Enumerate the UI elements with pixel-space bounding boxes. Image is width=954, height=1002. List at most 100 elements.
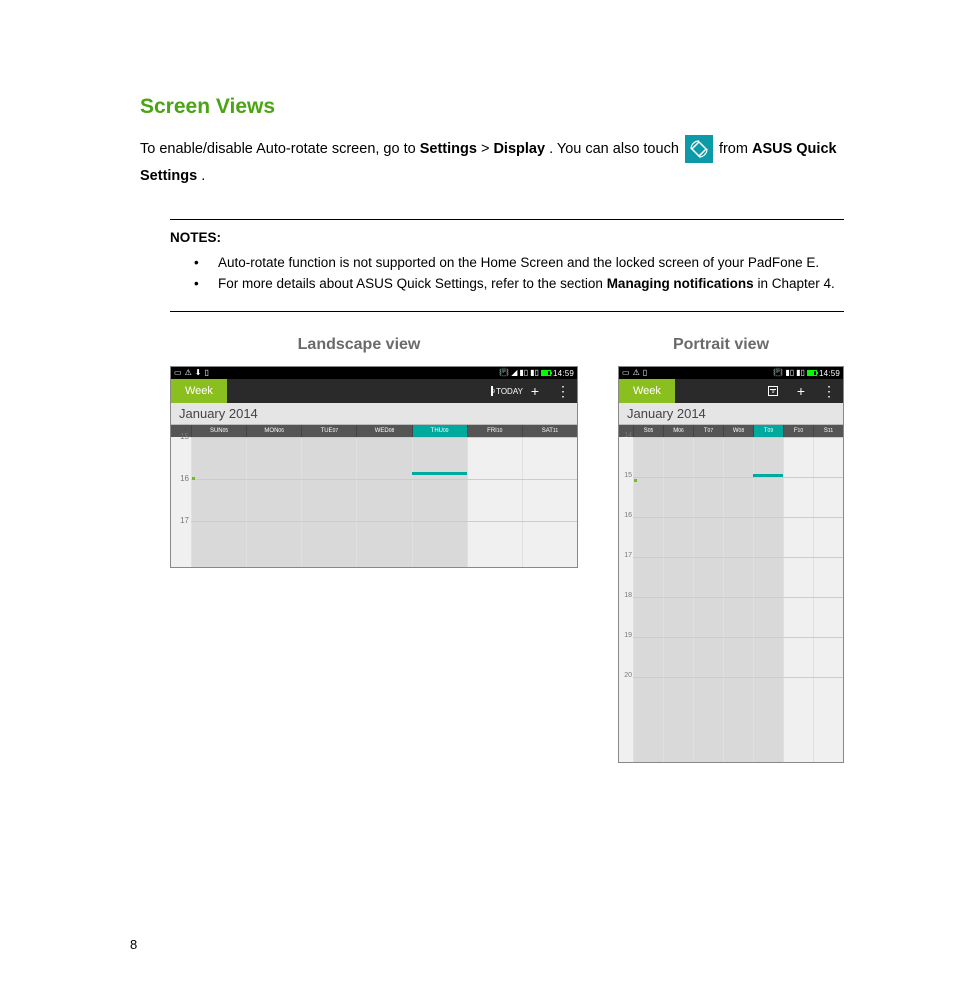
day-header: T09 <box>753 425 783 437</box>
hour-label: 18 <box>620 592 632 599</box>
hour-row: 14 <box>633 437 843 477</box>
days-header: SUN05MON06TUE07WED08THU09FRI10SAT11 <box>171 425 577 437</box>
sd-icon: ▯ <box>643 369 647 377</box>
day-header: F10 <box>783 425 813 437</box>
week-tab[interactable]: Week <box>171 379 227 403</box>
hour-row: 16 <box>633 517 843 557</box>
rotate-icon <box>685 135 713 163</box>
signal-icon: ▮▯ <box>785 369 794 377</box>
day-header: MON06 <box>246 425 301 437</box>
hour-row: 19 <box>633 637 843 677</box>
landscape-title: Landscape view <box>140 336 578 354</box>
page-number: 8 <box>130 937 137 952</box>
current-day-marker <box>412 472 467 475</box>
hour-row: 17 <box>191 521 577 563</box>
day-header: M06 <box>663 425 693 437</box>
notes-box: NOTES: •Auto-rotate function is not supp… <box>170 219 844 312</box>
display-ref: Display <box>493 141 545 157</box>
portrait-screenshot: ▭ ⚠ ▯ 📳 ▮▯ ▮▯ 14:59 Week 9 + ⋮ January 2… <box>618 366 844 763</box>
wifi-icon: ◢ <box>511 369 517 377</box>
download-icon: ⬇ <box>195 369 202 377</box>
calendar-body[interactable]: 14151617181920 <box>619 437 843 762</box>
landscape-col: Landscape view ▭ ⚠ ⬇ ▯ 📳 ◢ ▮▯ ▮▯ 14:59 W… <box>140 336 578 763</box>
day-header: WED08 <box>356 425 411 437</box>
hour-label: 15 <box>620 472 632 479</box>
status-time: 14:59 <box>819 369 840 378</box>
note-bold: Managing notifications <box>607 276 754 291</box>
intro-text: To enable/disable Auto-rotate screen, go… <box>140 141 420 157</box>
note-text: Auto-rotate function is not supported on… <box>218 255 819 270</box>
calendar-icon: 9 <box>491 386 493 396</box>
app-bar: Week 9 TODAY + ⋮ <box>171 379 577 403</box>
note-post: in Chapter 4. <box>754 276 835 291</box>
calendar-icon: 9 <box>768 386 778 396</box>
views-row: Landscape view ▭ ⚠ ⬇ ▯ 📳 ◢ ▮▯ ▮▯ 14:59 W… <box>140 336 844 763</box>
hour-row: 16 <box>191 479 577 521</box>
intro-paragraph: To enable/disable Auto-rotate screen, go… <box>140 135 844 189</box>
landscape-screenshot: ▭ ⚠ ⬇ ▯ 📳 ◢ ▮▯ ▮▯ 14:59 Week 9 TODAY <box>170 366 578 568</box>
signal-icon: ▮▯ <box>796 369 805 377</box>
intro-text2: . You can also touch <box>549 141 683 157</box>
today-label: TODAY <box>496 387 523 396</box>
settings-ref: Settings <box>420 141 477 157</box>
day-header: W08 <box>723 425 753 437</box>
current-day-marker <box>753 474 783 477</box>
note-item: •For more details about ASUS Quick Setti… <box>194 276 844 291</box>
day-header: SAT11 <box>522 425 577 437</box>
picture-icon: ▭ <box>174 369 182 377</box>
month-label: January 2014 <box>619 403 843 425</box>
status-time: 14:59 <box>553 369 574 378</box>
warning-icon: ⚠ <box>185 369 192 377</box>
day-header: TUE07 <box>301 425 356 437</box>
battery-icon <box>807 370 817 376</box>
battery-icon <box>541 370 551 376</box>
gt: > <box>481 141 494 157</box>
day-header: T07 <box>693 425 723 437</box>
day-header: FRI10 <box>467 425 522 437</box>
warning-icon: ⚠ <box>633 369 640 377</box>
hour-label: 17 <box>173 516 189 525</box>
hour-row: 15 <box>191 437 577 479</box>
intro-text3: from <box>719 141 752 157</box>
hour-label: 17 <box>620 552 632 559</box>
add-button[interactable]: + <box>787 379 815 403</box>
hour-label: 15 <box>173 432 189 441</box>
portrait-col: Portrait view ▭ ⚠ ▯ 📳 ▮▯ ▮▯ 14:59 Week 9 <box>598 336 844 763</box>
add-button[interactable]: + <box>521 379 549 403</box>
portrait-title: Portrait view <box>598 336 844 354</box>
vibrate-icon: 📳 <box>773 369 783 377</box>
event-dot <box>192 477 195 480</box>
today-button[interactable]: 9 <box>759 379 787 403</box>
month-label: January 2014 <box>171 403 577 425</box>
day-header: S05 <box>633 425 663 437</box>
picture-icon: ▭ <box>622 369 630 377</box>
hour-row: 20 <box>633 677 843 717</box>
calendar-body[interactable]: 151617 <box>171 437 577 567</box>
menu-button[interactable]: ⋮ <box>549 379 577 403</box>
section-title: Screen Views <box>140 95 844 119</box>
intro-text4: . <box>201 168 205 184</box>
note-item: •Auto-rotate function is not supported o… <box>194 255 844 270</box>
status-bar: ▭ ⚠ ⬇ ▯ 📳 ◢ ▮▯ ▮▯ 14:59 <box>171 367 577 379</box>
note-pre: For more details about ASUS Quick Settin… <box>218 276 607 291</box>
menu-button[interactable]: ⋮ <box>815 379 843 403</box>
notes-label: NOTES: <box>170 230 844 245</box>
hour-row: 18 <box>633 597 843 637</box>
hour-label: 16 <box>620 512 632 519</box>
hour-label: 19 <box>620 632 632 639</box>
hour-label: 14 <box>620 432 632 439</box>
hour-label: 16 <box>173 474 189 483</box>
event-dot <box>634 479 637 482</box>
status-bar: ▭ ⚠ ▯ 📳 ▮▯ ▮▯ 14:59 <box>619 367 843 379</box>
signal-icon: ▮▯ <box>519 369 528 377</box>
day-header: SUN05 <box>191 425 246 437</box>
days-header: S05M06T07W08T09F10S11 <box>619 425 843 437</box>
app-bar: Week 9 + ⋮ <box>619 379 843 403</box>
vibrate-icon: 📳 <box>499 369 509 377</box>
day-header: THU09 <box>412 425 467 437</box>
week-tab[interactable]: Week <box>619 379 675 403</box>
hour-row: 15 <box>633 477 843 517</box>
signal-icon: ▮▯ <box>530 369 539 377</box>
hour-row: 17 <box>633 557 843 597</box>
today-button[interactable]: 9 TODAY <box>493 379 521 403</box>
